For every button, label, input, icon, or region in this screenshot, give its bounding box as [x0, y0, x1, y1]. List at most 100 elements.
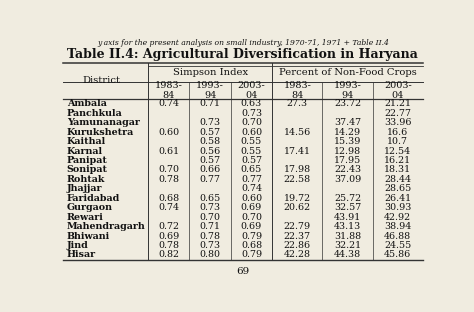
Text: Sonipat: Sonipat: [66, 165, 108, 174]
Text: 0.65: 0.65: [241, 165, 262, 174]
Text: 0.71: 0.71: [200, 222, 220, 231]
Text: 14.29: 14.29: [334, 128, 361, 137]
Text: 0.79: 0.79: [241, 232, 262, 241]
Text: 0.58: 0.58: [200, 137, 221, 146]
Text: 0.66: 0.66: [200, 165, 221, 174]
Text: Panchkula: Panchkula: [66, 109, 122, 118]
Text: District: District: [82, 76, 120, 85]
Text: 0.70: 0.70: [158, 165, 179, 174]
Text: 0.69: 0.69: [241, 203, 262, 212]
Text: 32.57: 32.57: [334, 203, 361, 212]
Text: Panipat: Panipat: [66, 156, 108, 165]
Text: 22.43: 22.43: [334, 165, 361, 174]
Text: Rewari: Rewari: [66, 213, 103, 222]
Text: 33.96: 33.96: [384, 118, 411, 127]
Text: 26.41: 26.41: [384, 194, 411, 203]
Text: 32.21: 32.21: [334, 241, 361, 250]
Text: 45.86: 45.86: [384, 251, 411, 260]
Text: 0.70: 0.70: [241, 118, 262, 127]
Text: 0.77: 0.77: [200, 175, 220, 184]
Text: 14.56: 14.56: [283, 128, 311, 137]
Text: 0.70: 0.70: [241, 213, 262, 222]
Text: Rohtak: Rohtak: [66, 175, 105, 184]
Text: 21.21: 21.21: [384, 100, 411, 108]
Text: 31.88: 31.88: [334, 232, 361, 241]
Text: 0.69: 0.69: [158, 232, 180, 241]
Text: Ambala: Ambala: [66, 100, 107, 108]
Text: 0.60: 0.60: [158, 128, 179, 137]
Text: 1983-
84: 1983- 84: [283, 81, 311, 100]
Text: Simpson Index: Simpson Index: [173, 68, 248, 77]
Text: Yamunanagar: Yamunanagar: [66, 118, 139, 127]
Text: 1993-
94: 1993- 94: [334, 81, 362, 100]
Text: 18.31: 18.31: [384, 165, 411, 174]
Text: 44.38: 44.38: [334, 251, 361, 260]
Text: 17.95: 17.95: [334, 156, 361, 165]
Text: Kurukshetra: Kurukshetra: [66, 128, 134, 137]
Text: 0.57: 0.57: [241, 156, 262, 165]
Text: 20.62: 20.62: [283, 203, 311, 212]
Text: 2003-
04: 2003- 04: [384, 81, 411, 100]
Text: 0.65: 0.65: [200, 194, 221, 203]
Text: Jhajjar: Jhajjar: [66, 184, 102, 193]
Text: 43.91: 43.91: [334, 213, 361, 222]
Text: 42.92: 42.92: [384, 213, 411, 222]
Text: 1983-
84: 1983- 84: [155, 81, 183, 100]
Text: Jind: Jind: [66, 241, 88, 250]
Text: 0.55: 0.55: [241, 147, 262, 156]
Text: 0.57: 0.57: [200, 156, 221, 165]
Text: 30.93: 30.93: [384, 203, 411, 212]
Text: 17.41: 17.41: [284, 147, 311, 156]
Text: 0.69: 0.69: [241, 222, 262, 231]
Text: Table II.4: Agricultural Diversification in Haryana: Table II.4: Agricultural Diversification…: [67, 48, 419, 61]
Text: Karnal: Karnal: [66, 147, 103, 156]
Text: 22.77: 22.77: [384, 109, 411, 118]
Text: 0.77: 0.77: [241, 175, 262, 184]
Text: 0.73: 0.73: [200, 203, 221, 212]
Text: Faridabad: Faridabad: [66, 194, 120, 203]
Text: Mahendragarh: Mahendragarh: [66, 222, 146, 231]
Text: 0.73: 0.73: [200, 241, 221, 250]
Text: 0.78: 0.78: [158, 175, 179, 184]
Text: 2003-
04: 2003- 04: [237, 81, 265, 100]
Text: 22.37: 22.37: [283, 232, 311, 241]
Text: 22.86: 22.86: [283, 241, 311, 250]
Text: 0.70: 0.70: [200, 213, 220, 222]
Text: y axis for the present analysis on small industry, 1970-71, 1971 + Table II.4: y axis for the present analysis on small…: [97, 39, 389, 47]
Text: 37.47: 37.47: [334, 118, 361, 127]
Text: 28.44: 28.44: [384, 175, 411, 184]
Text: 24.55: 24.55: [384, 241, 411, 250]
Text: 43.13: 43.13: [334, 222, 361, 231]
Text: 23.72: 23.72: [334, 100, 361, 108]
Text: 0.78: 0.78: [158, 241, 179, 250]
Text: 0.60: 0.60: [241, 128, 262, 137]
Text: 0.80: 0.80: [200, 251, 220, 260]
Text: 0.71: 0.71: [200, 100, 220, 108]
Text: 16.21: 16.21: [384, 156, 411, 165]
Text: 28.65: 28.65: [384, 184, 411, 193]
Text: Kaithal: Kaithal: [66, 137, 106, 146]
Text: 22.79: 22.79: [283, 222, 311, 231]
Text: 19.72: 19.72: [283, 194, 311, 203]
Text: Percent of Non-Food Crops: Percent of Non-Food Crops: [279, 68, 416, 77]
Text: 0.72: 0.72: [158, 222, 179, 231]
Text: 0.73: 0.73: [241, 109, 262, 118]
Text: 69: 69: [237, 267, 249, 276]
Text: 42.28: 42.28: [284, 251, 311, 260]
Text: 0.68: 0.68: [241, 241, 262, 250]
Text: 0.79: 0.79: [241, 251, 262, 260]
Text: 10.7: 10.7: [387, 137, 408, 146]
Text: 0.74: 0.74: [158, 203, 179, 212]
Text: 0.74: 0.74: [158, 100, 179, 108]
Text: 16.6: 16.6: [387, 128, 409, 137]
Text: 27.3: 27.3: [287, 100, 308, 108]
Text: 12.98: 12.98: [334, 147, 361, 156]
Text: 0.55: 0.55: [241, 137, 262, 146]
Text: 0.63: 0.63: [241, 100, 262, 108]
Text: 0.82: 0.82: [158, 251, 179, 260]
Text: 0.78: 0.78: [200, 232, 220, 241]
Text: 38.94: 38.94: [384, 222, 411, 231]
Text: 0.68: 0.68: [158, 194, 179, 203]
Text: 0.74: 0.74: [241, 184, 262, 193]
Text: 17.98: 17.98: [283, 165, 311, 174]
